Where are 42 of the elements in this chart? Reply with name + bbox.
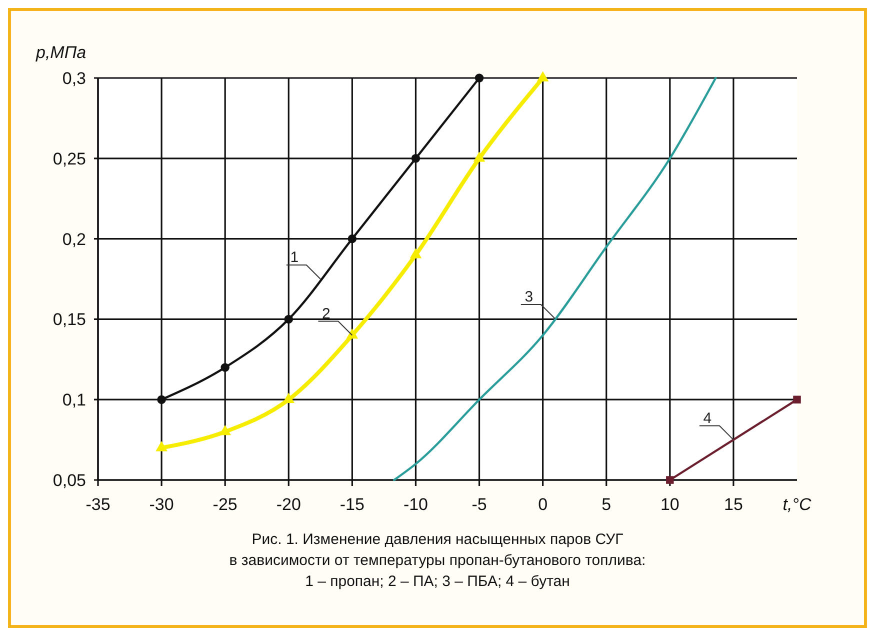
series-label: 4: [703, 410, 712, 427]
y-tick-label: 0,15: [52, 310, 86, 330]
x-axis-title: t,°C: [782, 495, 812, 514]
y-tick-label: 0,25: [52, 149, 86, 168]
x-tick-label: -15: [340, 495, 364, 514]
point: [411, 154, 420, 163]
series-label: 3: [524, 288, 534, 306]
point: [282, 392, 295, 403]
x-tick-label: -25: [212, 495, 238, 514]
point: [474, 74, 484, 82]
y-tick-label: 0,2: [62, 230, 86, 249]
text: 1 – пропан; 2 – ПА; 3 – ПБА; 4 – бутан: [305, 573, 570, 590]
line-series: [393, 76, 717, 482]
point: [219, 424, 231, 436]
y-axis-title: p,МПа: [35, 43, 86, 62]
point: [346, 328, 358, 339]
point: [156, 441, 168, 452]
x-tick-label: 0: [538, 495, 548, 514]
point: [666, 476, 674, 484]
x-tick-label: -5: [472, 495, 487, 514]
point: [157, 395, 166, 404]
series-label: 1: [290, 249, 299, 266]
x-tick-label: 10: [660, 495, 680, 514]
x-tick-label: -20: [276, 495, 301, 514]
x-tick-label: -30: [149, 495, 174, 514]
point: [536, 71, 549, 82]
text: в зависимости от температуры пропан-бутанового топлива:: [229, 552, 646, 569]
point: [410, 248, 422, 258]
series-label: 2: [322, 305, 330, 322]
x-tick-label: 5: [602, 495, 612, 514]
x-tick-label: 15: [724, 495, 743, 514]
text: Рис. 1. Изменение давления насыщенных паров СУГ: [252, 531, 624, 548]
point: [473, 152, 486, 162]
point: [220, 363, 230, 372]
y-tick-label: 0,1: [62, 390, 86, 410]
x-tick-label: -35: [86, 495, 110, 514]
y-tick-label: 0,3: [62, 69, 86, 88]
point: [284, 314, 294, 324]
point: [793, 396, 801, 404]
point: [348, 234, 357, 244]
x-tick-label: -10: [403, 495, 428, 514]
y-tick-label: 0,05: [52, 471, 86, 490]
